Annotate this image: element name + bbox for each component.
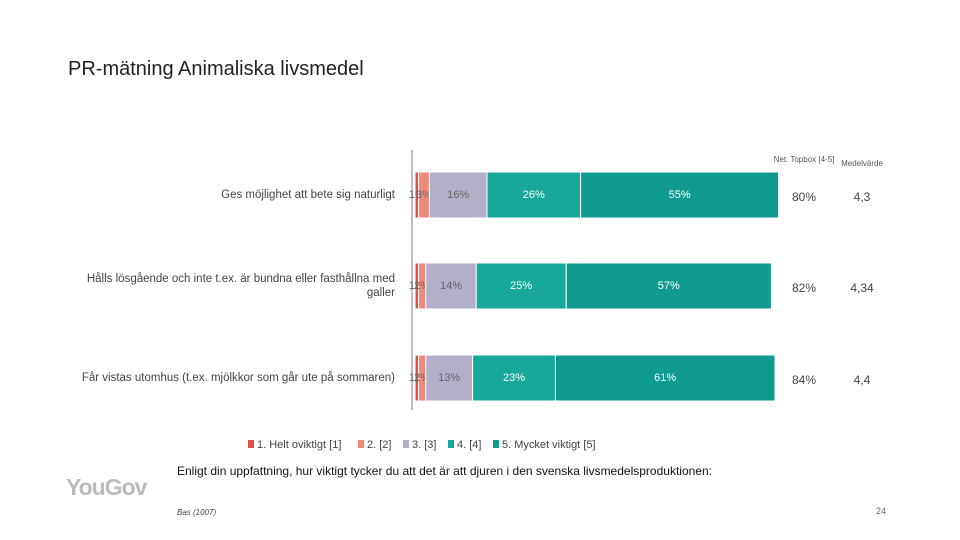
question: Enligt din uppfattning, hur viktigt tyck… xyxy=(177,464,712,478)
page-number: 24 xyxy=(876,506,887,516)
topbox-value: 84% xyxy=(792,373,816,387)
mean-value: 4,4 xyxy=(854,373,871,387)
legend-swatch xyxy=(448,440,454,448)
category-label: Hålls lösgående och inte t.ex. är bundna… xyxy=(86,273,395,299)
slide-title: PR-mätning Animaliska livsmedel xyxy=(68,58,364,80)
legend-label: 1. Helt oviktigt [1] xyxy=(257,439,341,451)
bar-segment xyxy=(428,171,488,219)
data-label: 25% xyxy=(510,280,532,292)
bar-segment xyxy=(565,262,772,310)
data-label: 55% xyxy=(669,189,691,201)
data-label: 13% xyxy=(438,372,460,384)
bar-segment xyxy=(472,354,556,402)
category-label: Får vistas utomhus (t.ex. mjölkkor som g… xyxy=(81,372,395,384)
mean-value: 4,3 xyxy=(854,190,871,204)
legend-label: 2. [2] xyxy=(367,439,391,451)
legend-swatch xyxy=(248,440,254,448)
data-label: 23% xyxy=(503,372,525,384)
bar-segment xyxy=(425,262,477,310)
legend-swatch xyxy=(493,440,499,448)
legend-label: 5. Mycket viktigt [5] xyxy=(502,439,596,451)
mean-value: 4,34 xyxy=(850,281,874,295)
legend-label: 3. [3] xyxy=(412,439,436,451)
topbox-value: 80% xyxy=(792,190,816,204)
data-label: 3% xyxy=(416,189,432,201)
bar-segment xyxy=(554,354,776,402)
data-label: 61% xyxy=(654,372,676,384)
legend-swatch xyxy=(403,440,409,448)
logo: YouGov xyxy=(66,474,147,500)
legend-label: 4. [4] xyxy=(457,439,481,451)
base-note: Bas (1007) xyxy=(177,508,217,517)
topbox-value: 82% xyxy=(792,281,816,295)
data-label: 14% xyxy=(440,280,462,292)
category-label: Ges möjlighet att bete sig naturligt xyxy=(221,189,395,201)
bar-segment xyxy=(580,171,780,219)
data-label: 57% xyxy=(658,280,680,292)
legend-swatch xyxy=(358,440,364,448)
data-label: 16% xyxy=(447,189,469,201)
mean-header: Medelvärde xyxy=(841,159,883,168)
topbox-header: Net: Topbox [4-5] xyxy=(773,155,835,164)
data-label: 26% xyxy=(523,189,545,201)
bar-segment xyxy=(475,262,567,310)
